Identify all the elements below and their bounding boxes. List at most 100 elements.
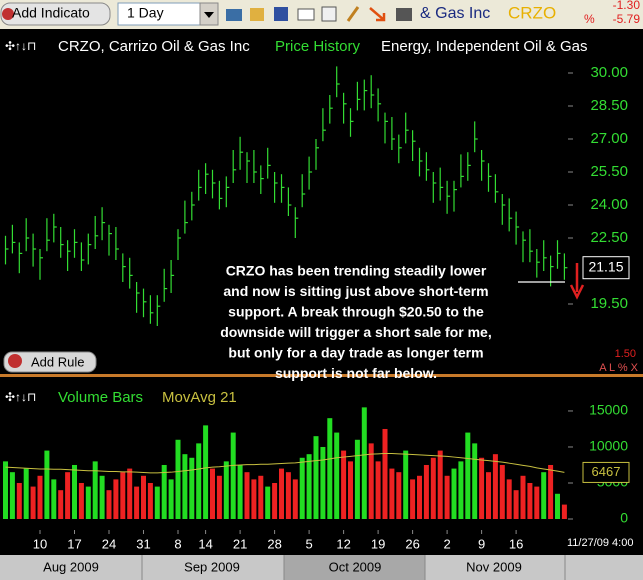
toolbar-icon[interactable] — [396, 8, 412, 21]
volume-bar — [189, 457, 195, 519]
volume-bar — [486, 472, 491, 519]
volume-title: Volume Bars — [58, 389, 143, 406]
panel-divider[interactable] — [0, 374, 643, 377]
volume-bar — [92, 461, 98, 519]
volume-bar — [258, 475, 264, 519]
toolbar-icon[interactable] — [226, 9, 242, 21]
volume-bar — [58, 490, 64, 519]
volume-bar — [492, 454, 498, 519]
button-icon — [2, 8, 14, 20]
volume-bar — [348, 461, 353, 519]
volume-bar — [141, 475, 146, 519]
x-tick-label: 8 — [174, 536, 181, 551]
volume-bar — [78, 482, 84, 519]
x-tick-label: 9 — [478, 536, 485, 551]
annotation: support is not far below. — [275, 365, 437, 381]
timestamp: 11/27/09 4:00 — [567, 537, 633, 549]
volume-bar — [423, 464, 429, 519]
annotation: but only for a day trade as longer term — [228, 345, 483, 361]
month-label: Sep 2009 — [184, 559, 240, 574]
volume-bar — [327, 418, 333, 519]
add-indicator-button[interactable] — [0, 2, 111, 26]
month-label: Oct 2009 — [329, 559, 382, 574]
change: -1.30 — [613, 0, 641, 12]
chart-subtitle: Price History — [275, 38, 361, 55]
x-tick-label: 12 — [336, 536, 350, 551]
last-value-box — [582, 461, 630, 483]
volume-bar — [3, 461, 8, 519]
toolbar-icon[interactable] — [297, 8, 315, 21]
volume-bar — [548, 464, 554, 519]
last-value-label: 6467 — [592, 464, 621, 479]
button-label[interactable]: Add Indicato — [12, 5, 90, 21]
toolbar-icon[interactable] — [321, 6, 337, 22]
volume-bar — [382, 428, 388, 519]
annotation: downside will trigger a short sale for m… — [220, 324, 492, 340]
volume-bar — [37, 475, 43, 519]
y-tick-label: 10000 — [589, 438, 628, 454]
y-tick-label: 24.00 — [590, 196, 628, 213]
volume-bar — [285, 472, 291, 519]
annotation: and now is sitting just above short-term — [223, 283, 488, 299]
x-tick-label: 26 — [405, 536, 419, 551]
volume-bar — [541, 472, 547, 519]
volume-bar — [223, 461, 229, 519]
panel-controls[interactable]: ✣↑↓⊓ — [5, 39, 36, 53]
volume-bar — [313, 436, 319, 519]
add-rule-button[interactable] — [3, 351, 97, 373]
volume-bar — [555, 493, 560, 519]
volume-bar — [506, 479, 512, 519]
volume-bar — [520, 475, 526, 519]
volume-bar — [16, 482, 22, 519]
volume-bar — [168, 479, 174, 519]
volume-bar — [30, 486, 36, 519]
x-tick-label: 21 — [233, 536, 247, 551]
volume-bar — [320, 446, 326, 519]
volume-bar — [299, 457, 305, 519]
company-name: & Gas Inc — [420, 5, 490, 22]
month-separators — [141, 555, 566, 580]
y-tick-label: 25.50 — [590, 163, 628, 180]
y-tick-label: 0 — [620, 510, 628, 526]
volume-bar — [210, 468, 215, 519]
volume-bar — [472, 443, 478, 519]
interval-label[interactable]: 1 Day — [127, 5, 164, 21]
scale-controls[interactable]: A L % X — [599, 362, 638, 374]
volume-bar — [334, 432, 340, 519]
x-tick-label: 31 — [136, 536, 150, 551]
volume-bar — [527, 482, 533, 519]
volume-bar — [154, 486, 160, 519]
toolbar-icon[interactable] — [369, 7, 386, 22]
x-tick-label: 19 — [371, 536, 385, 551]
volume-bar — [465, 432, 471, 519]
toolbar-icon[interactable] — [346, 6, 360, 22]
volume-bar — [85, 486, 91, 519]
moving-average — [5, 452, 565, 474]
volume-bar — [9, 472, 15, 519]
volume-bar — [410, 479, 416, 519]
month-label: Nov 2009 — [466, 559, 522, 574]
x-tick-label: 28 — [267, 536, 281, 551]
volume-bar — [113, 479, 119, 519]
volume-bar — [341, 450, 347, 519]
toolbar-icon[interactable] — [250, 8, 264, 21]
x-tick-label: 2 — [443, 536, 450, 551]
symbol: CRZO — [508, 3, 556, 22]
volume-bar — [244, 472, 250, 519]
volume-bar — [354, 439, 360, 519]
volume-bar — [396, 472, 402, 519]
y-tick-label: 27.00 — [590, 130, 628, 147]
y-tick-label: 15000 — [589, 402, 628, 418]
volume-bar — [203, 425, 209, 519]
volume-bar — [368, 443, 374, 519]
x-tick-label: 16 — [509, 536, 523, 551]
button-label[interactable]: Add Rule — [31, 354, 84, 369]
volume-bar — [120, 472, 126, 519]
toolbar-icon[interactable] — [274, 7, 288, 21]
volume-bar — [44, 450, 50, 519]
panel-controls[interactable]: ✣↑↓⊓ — [5, 390, 36, 404]
volume-bar — [72, 464, 77, 519]
x-tick-label: 14 — [198, 536, 212, 551]
volume-bar — [272, 482, 278, 519]
